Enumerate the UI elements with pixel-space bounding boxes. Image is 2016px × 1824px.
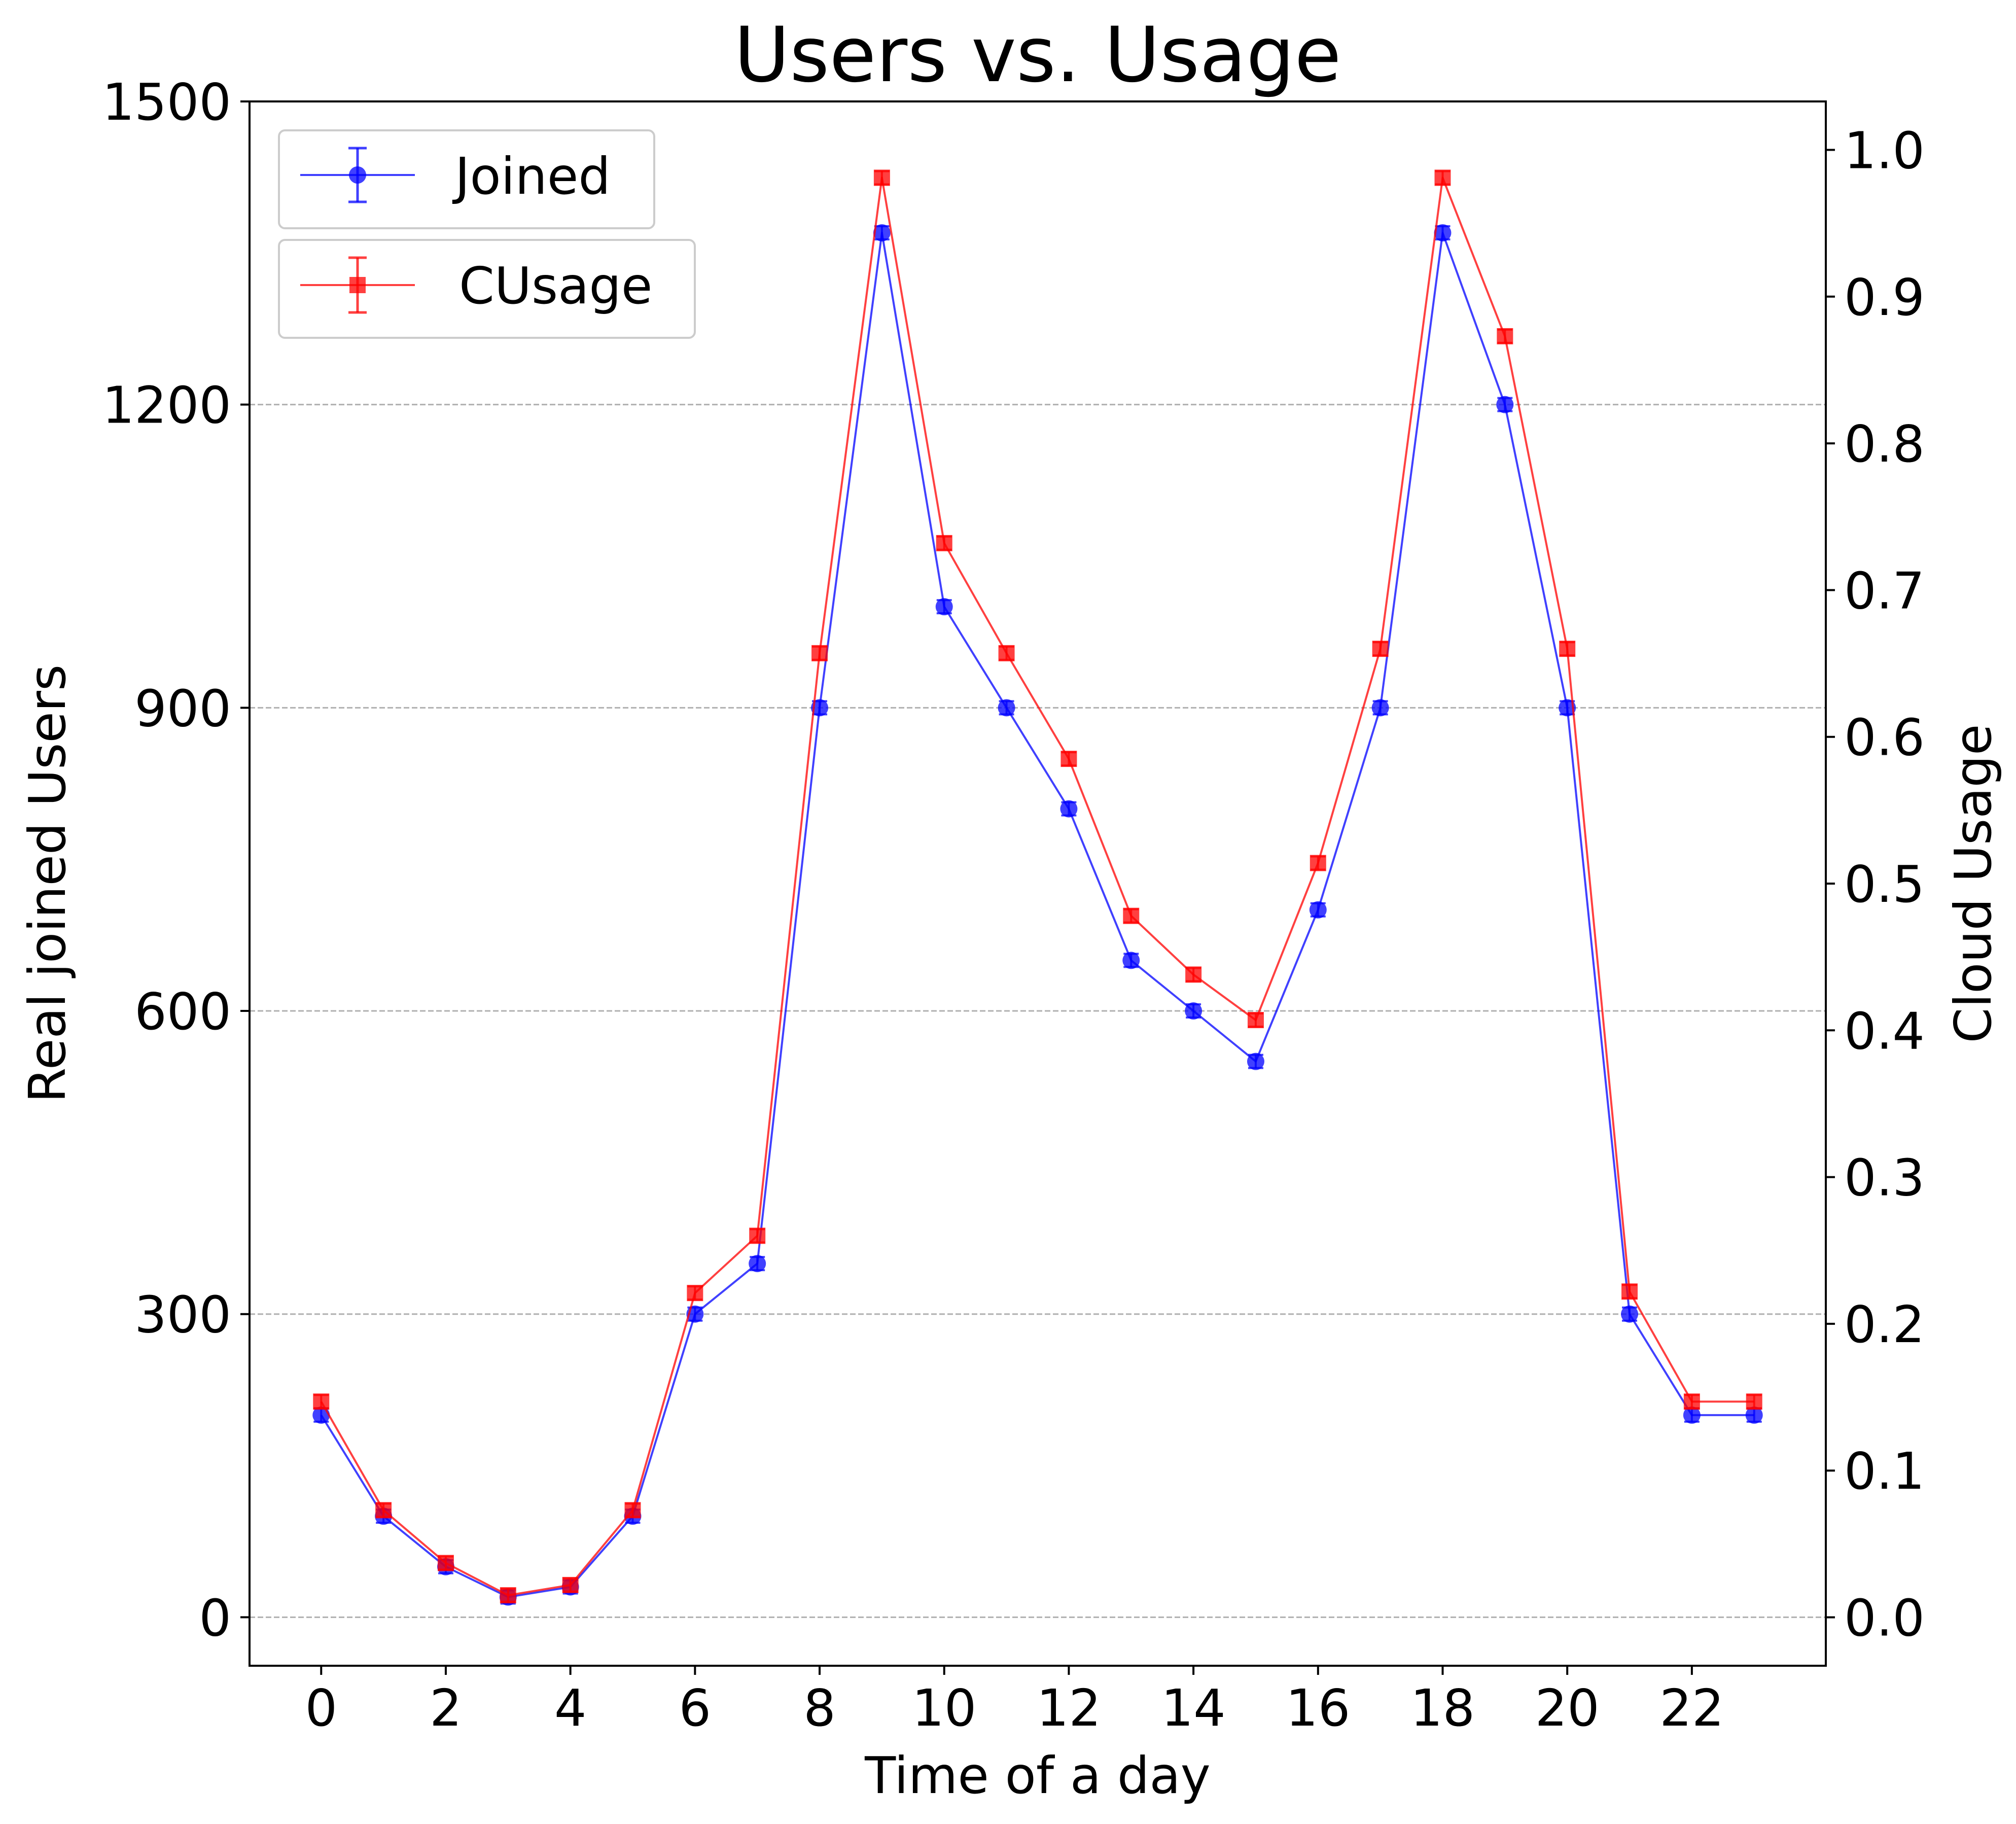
grid-lines	[250, 404, 1826, 1618]
data-point-cusage	[1746, 1393, 1762, 1410]
x-tick-label: 6	[679, 1678, 712, 1738]
data-point-joined	[1371, 699, 1389, 717]
y2-tick-label: 1.0	[1844, 121, 1925, 180]
y2-tick-label: 0.8	[1844, 414, 1925, 474]
x-tick-label: 4	[554, 1678, 587, 1738]
data-point-cusage	[562, 1576, 579, 1593]
y-tick-label: 1200	[102, 376, 232, 435]
y2-tick-label: 0.2	[1844, 1295, 1925, 1354]
x-tick-label: 22	[1659, 1678, 1724, 1738]
data-point-cusage	[624, 1502, 641, 1519]
data-point-cusage	[1621, 1283, 1638, 1300]
data-point-joined	[1309, 901, 1327, 919]
x-tick-label: 12	[1037, 1678, 1101, 1738]
data-point-joined	[1745, 1406, 1763, 1424]
data-point-joined	[1683, 1406, 1701, 1424]
data-point-cusage	[375, 1502, 392, 1519]
x-tick-label: 2	[430, 1678, 462, 1738]
x-tick-label: 0	[305, 1678, 337, 1738]
data-point-cusage	[1185, 966, 1202, 983]
data-point-cusage	[936, 535, 952, 551]
data-point-cusage	[1497, 328, 1513, 344]
legend-marker-cusage	[349, 277, 366, 293]
legend-cusage: CUsage	[278, 239, 696, 339]
data-point-joined	[1060, 800, 1078, 818]
data-point-joined	[873, 224, 891, 241]
legend-box-joined	[278, 129, 655, 229]
y-tick-label: 600	[134, 982, 231, 1041]
x-tick-label: 14	[1161, 1678, 1225, 1738]
data-point-cusage	[1434, 169, 1451, 186]
data-point-cusage	[1060, 751, 1077, 767]
series-layer	[312, 169, 1763, 1606]
x-axis: 0 2 4 6 8 10 12 14 16 18 20 22	[305, 1666, 1724, 1738]
y2-tick-label: 0.3	[1844, 1148, 1925, 1208]
data-point-joined	[811, 699, 829, 717]
data-point-cusage	[873, 169, 890, 186]
data-point-joined	[1621, 1305, 1639, 1323]
data-point-joined	[1185, 1002, 1202, 1020]
data-point-joined	[935, 598, 953, 616]
data-point-joined	[1434, 224, 1452, 241]
data-point-joined	[1496, 396, 1514, 413]
data-point-cusage	[687, 1285, 703, 1302]
y-axis-left: 0 300 600 900 1200 1500	[102, 73, 250, 1647]
y-tick-label: 300	[134, 1285, 231, 1345]
x-tick-label: 16	[1286, 1678, 1350, 1738]
data-point-cusage	[1559, 641, 1576, 657]
y-tick-label: 0	[199, 1588, 231, 1647]
data-point-cusage	[811, 645, 828, 661]
data-point-cusage	[1123, 907, 1140, 924]
x-tick-label: 20	[1535, 1678, 1600, 1738]
data-point-cusage	[437, 1555, 454, 1571]
data-point-cusage	[749, 1227, 766, 1244]
y-tick-label: 1500	[102, 73, 232, 132]
data-point-joined	[998, 699, 1015, 717]
y2-tick-label: 0.6	[1844, 708, 1925, 767]
series-line-cusage	[320, 177, 1754, 1597]
data-point-cusage	[313, 1393, 330, 1410]
legend-box-cusage	[278, 239, 696, 339]
data-point-joined	[1122, 952, 1140, 969]
x-tick-label: 10	[912, 1678, 976, 1738]
legend-joined: Joined	[278, 129, 655, 229]
x-tick-label: 18	[1410, 1678, 1475, 1738]
data-point-cusage	[998, 645, 1015, 661]
x-tick-label: 8	[803, 1678, 836, 1738]
series-line-joined	[320, 232, 1754, 1598]
data-point-cusage	[500, 1587, 516, 1604]
legend-label-cusage: CUsage	[459, 256, 652, 315]
data-point-joined	[1247, 1053, 1264, 1070]
y2-tick-label: 0.4	[1844, 1001, 1925, 1061]
y-axis-label: Real joined Users	[18, 664, 77, 1103]
y2-tick-label: 0.0	[1844, 1589, 1925, 1648]
legend-marker-joined	[349, 166, 366, 184]
data-point-cusage	[1372, 641, 1389, 657]
chart-title: Users vs. Usage	[734, 11, 1341, 99]
data-point-cusage	[1247, 1012, 1264, 1029]
y-axis-right: 0.0 0.1 0.2 0.3 0.4 0.5 0.6 0.7 0.8 0.9 1.0	[1826, 121, 1925, 1648]
y2-tick-label: 0.1	[1844, 1442, 1925, 1501]
y2-axis-label: Cloud Usage	[1943, 724, 2003, 1043]
y2-tick-label: 0.7	[1844, 561, 1925, 620]
y2-tick-label: 0.9	[1844, 268, 1925, 327]
y-tick-label: 900	[134, 679, 231, 738]
data-point-joined	[749, 1255, 766, 1273]
legend-label-joined: Joined	[452, 147, 611, 206]
data-point-cusage	[1310, 855, 1326, 871]
y2-tick-label: 0.5	[1844, 855, 1925, 914]
data-point-cusage	[1683, 1393, 1700, 1410]
x-axis-label: Time of a day	[864, 1746, 1211, 1805]
